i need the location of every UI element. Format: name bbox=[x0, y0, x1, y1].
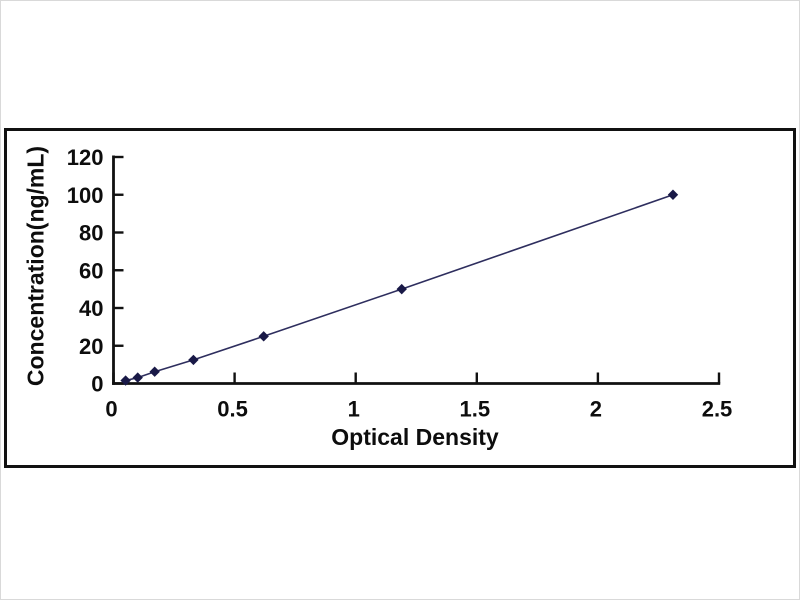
y-tick-label-60: 60 bbox=[79, 258, 103, 283]
y-tick-label-40: 40 bbox=[79, 296, 103, 321]
x-tick-label-2.5: 2.5 bbox=[702, 397, 733, 422]
data-point-marker bbox=[120, 375, 131, 386]
data-point-marker bbox=[132, 372, 143, 383]
x-tick-label-2: 2 bbox=[590, 397, 602, 422]
data-point-marker bbox=[667, 189, 679, 200]
x-tick-label-1: 1 bbox=[348, 397, 360, 422]
x-tick-label-0: 0 bbox=[105, 397, 117, 422]
y-tick-label-120: 120 bbox=[67, 145, 104, 170]
x-tick-label-0.5: 0.5 bbox=[217, 397, 248, 422]
y-tick-label-80: 80 bbox=[79, 221, 103, 246]
y-axis-title: Concentration(ng/mL) bbox=[22, 145, 49, 387]
chart-frame bbox=[4, 128, 796, 468]
y-tick-label-0: 0 bbox=[91, 372, 103, 397]
x-tick-label-1.5: 1.5 bbox=[460, 397, 491, 422]
y-tick-label-20: 20 bbox=[79, 334, 103, 359]
data-point-marker bbox=[149, 366, 160, 377]
data-point-marker bbox=[258, 331, 269, 342]
data-point-marker bbox=[188, 354, 199, 366]
x-axis-title: Optical Density bbox=[331, 424, 499, 450]
data-point-marker bbox=[396, 283, 407, 295]
y-tick-label-100: 100 bbox=[67, 183, 104, 208]
